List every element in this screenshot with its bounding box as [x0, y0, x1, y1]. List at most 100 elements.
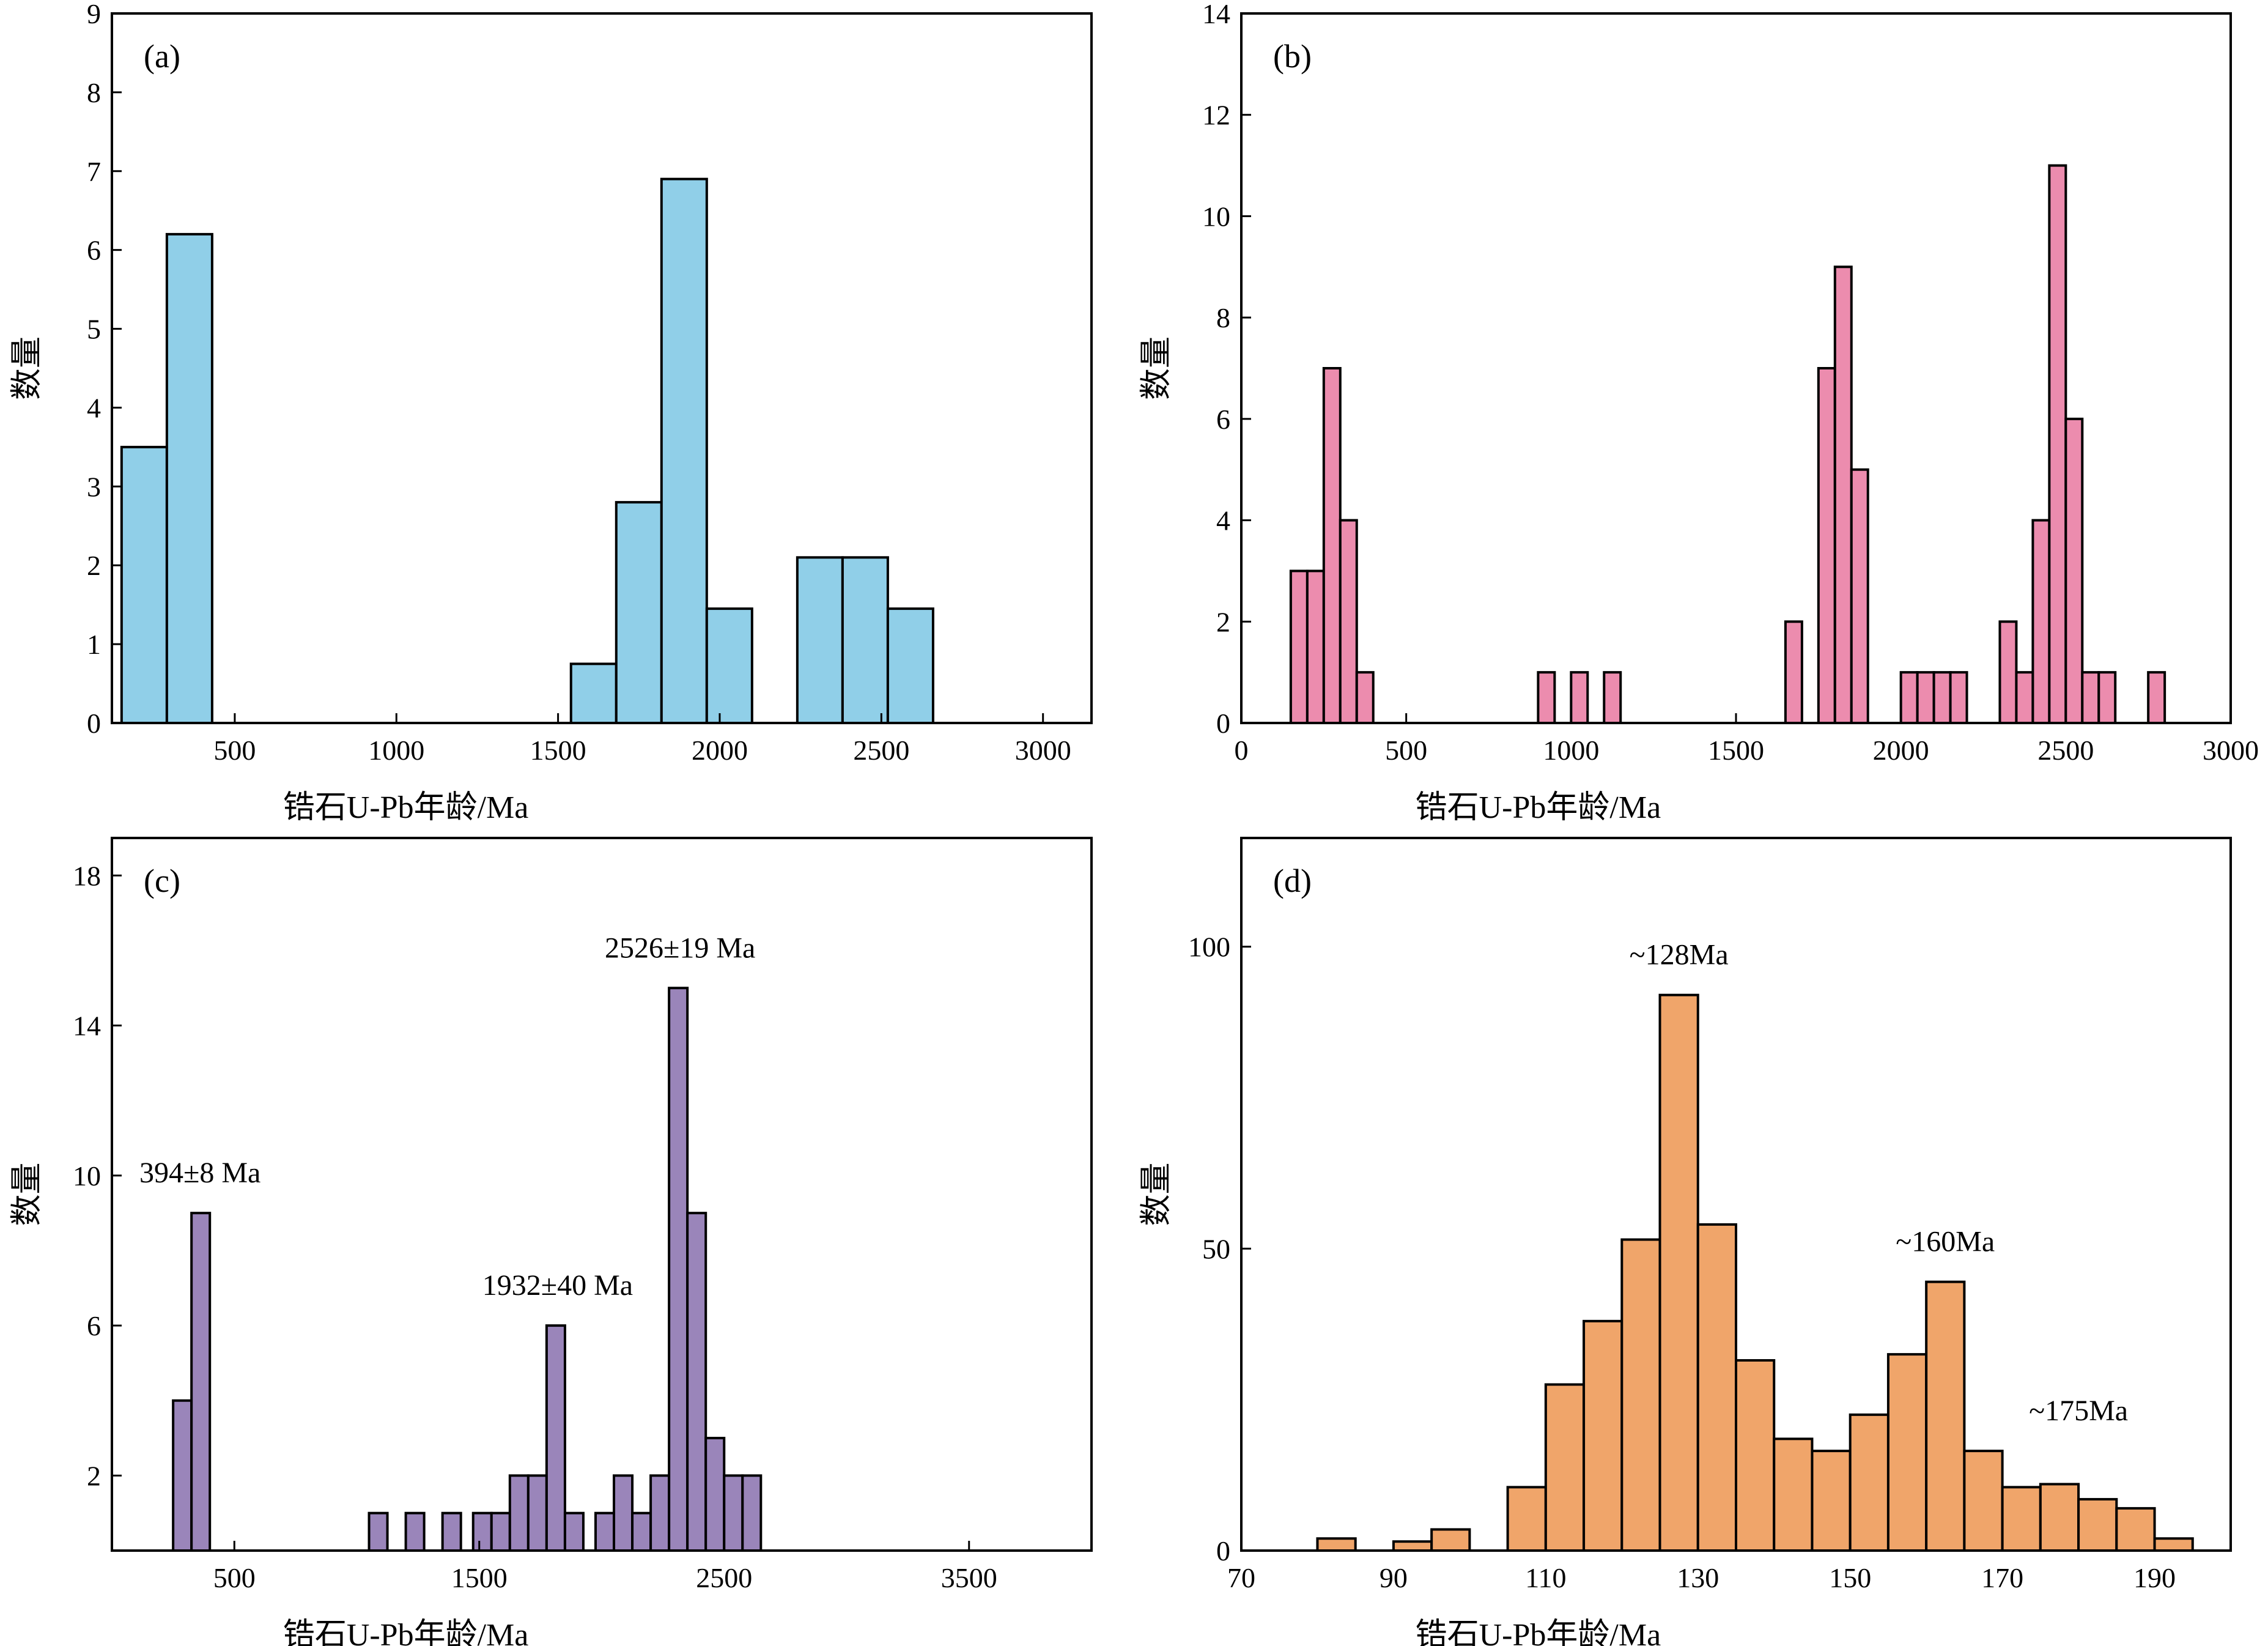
y-tick-label-b-0: 0	[1216, 708, 1230, 739]
bar-c-12	[613, 1474, 634, 1552]
bar-d-9	[1735, 1359, 1776, 1552]
x-tick-label-a-0: 500	[213, 735, 256, 766]
bar-b-10	[1833, 265, 1853, 724]
bar-b-14	[1932, 671, 1952, 724]
x-tick-label-d-1: 90	[1380, 1562, 1408, 1593]
bar-b-6	[1570, 671, 1589, 724]
bar-d-20	[2153, 1537, 2194, 1552]
annotation-c-2: 2526±19 Ma	[605, 932, 755, 964]
bar-c-8	[526, 1474, 548, 1552]
bar-c-6	[490, 1511, 511, 1552]
y-tick-label-a-2: 2	[87, 550, 101, 581]
bar-c-2	[368, 1511, 389, 1552]
bar-a-6	[796, 556, 844, 724]
bar-d-14	[1925, 1280, 1966, 1552]
x-tick-label-c-1: 1500	[451, 1562, 508, 1593]
x-axis-label-c: 锆石U-Pb年龄/Ma	[283, 1618, 529, 1646]
y-tick-label-c-2: 10	[73, 1160, 101, 1192]
bar-d-4	[1544, 1383, 1586, 1552]
bar-d-3	[1506, 1486, 1547, 1552]
panel-label-d: (d)	[1273, 862, 1312, 899]
y-tick-label-c-4: 18	[73, 860, 101, 891]
panel-a: 500 1000 1500 2000 2500 3000 0 1 2 3 4 5 6 7 8 9 (a) 锆石U-…	[10, 0, 1093, 825]
y-tick-label-a-0: 0	[87, 708, 101, 739]
y-tick-label-c-0: 2	[87, 1460, 101, 1491]
bar-d-11	[1811, 1450, 1852, 1552]
bar-d-0	[1316, 1537, 1357, 1552]
plot-frame-a	[111, 12, 1093, 724]
bar-b-9	[1817, 367, 1836, 724]
y-tick-label-a-9: 9	[87, 0, 101, 29]
bar-c-13	[631, 1511, 652, 1552]
y-tick-label-a-1: 1	[87, 629, 101, 660]
bar-c-0	[172, 1399, 193, 1552]
y-tick-label-c-1: 6	[87, 1310, 101, 1341]
bars-b	[1289, 164, 2166, 725]
bar-b-0	[1289, 569, 1309, 725]
bar-c-5	[471, 1511, 493, 1552]
annotation-c-1: 1932±40 Ma	[482, 1269, 633, 1302]
y-tick-label-a-7: 7	[87, 156, 101, 187]
bar-b-12	[1899, 671, 1919, 724]
y-axis-label-d: 数量	[1139, 1162, 1174, 1226]
bar-c-1	[190, 1212, 212, 1552]
plot-frame-c	[111, 837, 1093, 1552]
x-axis-label-a: 锆石U-Pb年龄/Ma	[283, 790, 529, 825]
annotation-d-2: ~175Ma	[2029, 1395, 2128, 1427]
bar-a-7	[841, 556, 889, 724]
x-tick-label-a-5: 3000	[1015, 735, 1071, 766]
annotation-d-0: ~128Ma	[1630, 939, 1729, 971]
y-axis-label-b: 数量	[1139, 336, 1174, 400]
y-tick-label-b-3: 6	[1216, 404, 1230, 435]
bar-c-9	[545, 1324, 566, 1552]
y-tick-label-a-4: 4	[87, 392, 101, 423]
bar-b-21	[2081, 671, 2100, 724]
bar-b-11	[1850, 468, 1869, 724]
bar-a-0	[120, 445, 168, 725]
y-tick-label-d-1: 50	[1202, 1233, 1230, 1264]
x-tick-label-a-1: 1000	[368, 735, 424, 766]
y-tick-label-b-4: 8	[1216, 302, 1230, 333]
x-tick-label-c-3: 3500	[941, 1562, 997, 1593]
panel-b: 0 500 1000 1500 2000 2500 3000 0 2 4 6 8 10 12 14 (b) 锆石…	[1139, 0, 2259, 825]
x-tick-label-a-3: 2000	[692, 735, 748, 766]
y-tick-label-b-1: 2	[1216, 606, 1230, 637]
bar-d-18	[2077, 1498, 2118, 1552]
bars-d	[1316, 993, 2194, 1552]
bar-c-17	[704, 1437, 726, 1552]
x-tick-label-b-5: 2500	[2037, 735, 2094, 766]
bar-b-5	[1537, 671, 1556, 724]
bar-a-5	[705, 607, 753, 724]
y-tick-label-a-8: 8	[87, 77, 101, 108]
y-tick-label-b-2: 4	[1216, 505, 1230, 536]
x-axis-label-b: 锆石U-Pb年龄/Ma	[1416, 790, 1661, 825]
y-tick-label-c-3: 14	[73, 1010, 101, 1042]
bar-b-18	[2031, 519, 2051, 724]
bars-a	[120, 177, 934, 725]
annotation-c-0: 394±8 Ma	[139, 1157, 260, 1189]
y-tick-label-b-7: 14	[1202, 0, 1230, 29]
bar-d-15	[1963, 1450, 2004, 1552]
x-tick-label-b-1: 500	[1385, 735, 1427, 766]
plot-frame-d	[1240, 837, 2232, 1552]
bar-b-1	[1306, 569, 1325, 725]
bar-c-18	[723, 1474, 744, 1552]
bar-b-8	[1784, 620, 1803, 724]
bar-b-3	[1339, 519, 1358, 724]
x-tick-label-c-2: 2500	[696, 1562, 752, 1593]
panel-d: 70 90 110 130 150 170 190 0 50 100 (d) 锆石U-Pb年龄/Ma 数…	[1139, 837, 2232, 1646]
y-axis-label-c: 数量	[10, 1162, 45, 1226]
bar-c-4	[441, 1511, 462, 1552]
bar-a-8	[886, 607, 934, 724]
bar-d-6	[1620, 1238, 1661, 1552]
x-tick-label-d-3: 130	[1677, 1562, 1719, 1593]
x-tick-label-d-5: 170	[1981, 1562, 2023, 1593]
bar-d-8	[1696, 1223, 1738, 1552]
x-tick-label-b-4: 2000	[1873, 735, 1929, 766]
bar-a-1	[165, 232, 213, 724]
bar-b-2	[1322, 367, 1342, 724]
y-tick-label-b-5: 10	[1202, 201, 1230, 232]
bar-c-7	[508, 1474, 530, 1552]
bar-b-4	[1355, 671, 1375, 724]
